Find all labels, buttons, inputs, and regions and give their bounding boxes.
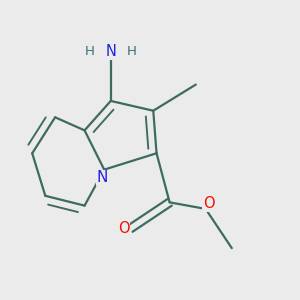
Text: H: H [85,45,94,58]
Text: H: H [127,45,137,58]
Text: N: N [105,44,116,59]
Text: O: O [203,196,215,211]
Text: N: N [97,170,108,185]
Text: O: O [118,221,130,236]
